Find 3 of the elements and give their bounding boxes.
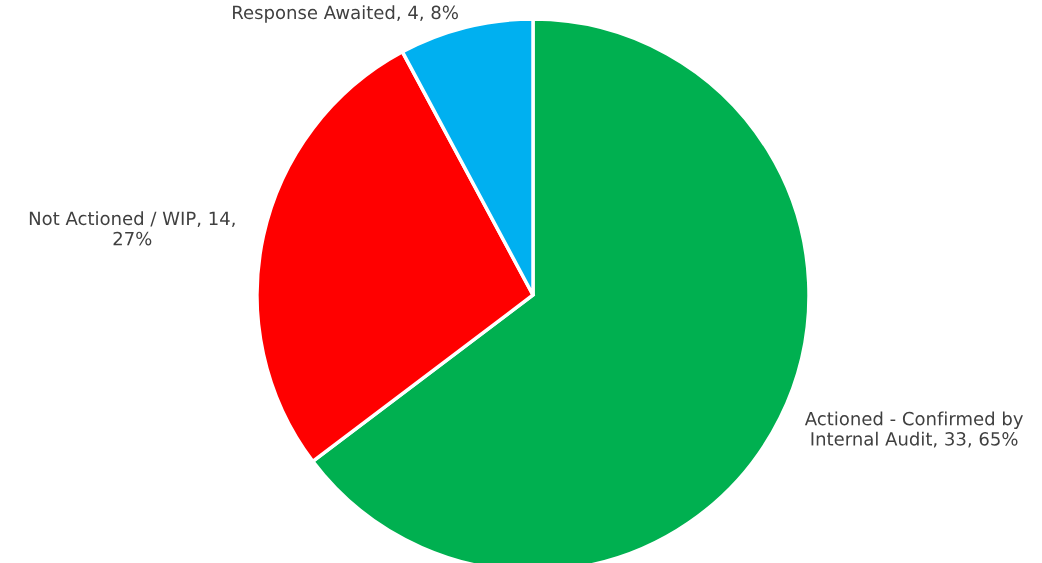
slice-label: Not Actioned / WIP, 14, 27%	[29, 211, 235, 246]
slice-label: Response Awaited, 4, 8%	[233, 5, 458, 23]
slice-label: Actioned - Confirmed by Internal Audit, 33, 65%	[804, 411, 1023, 448]
